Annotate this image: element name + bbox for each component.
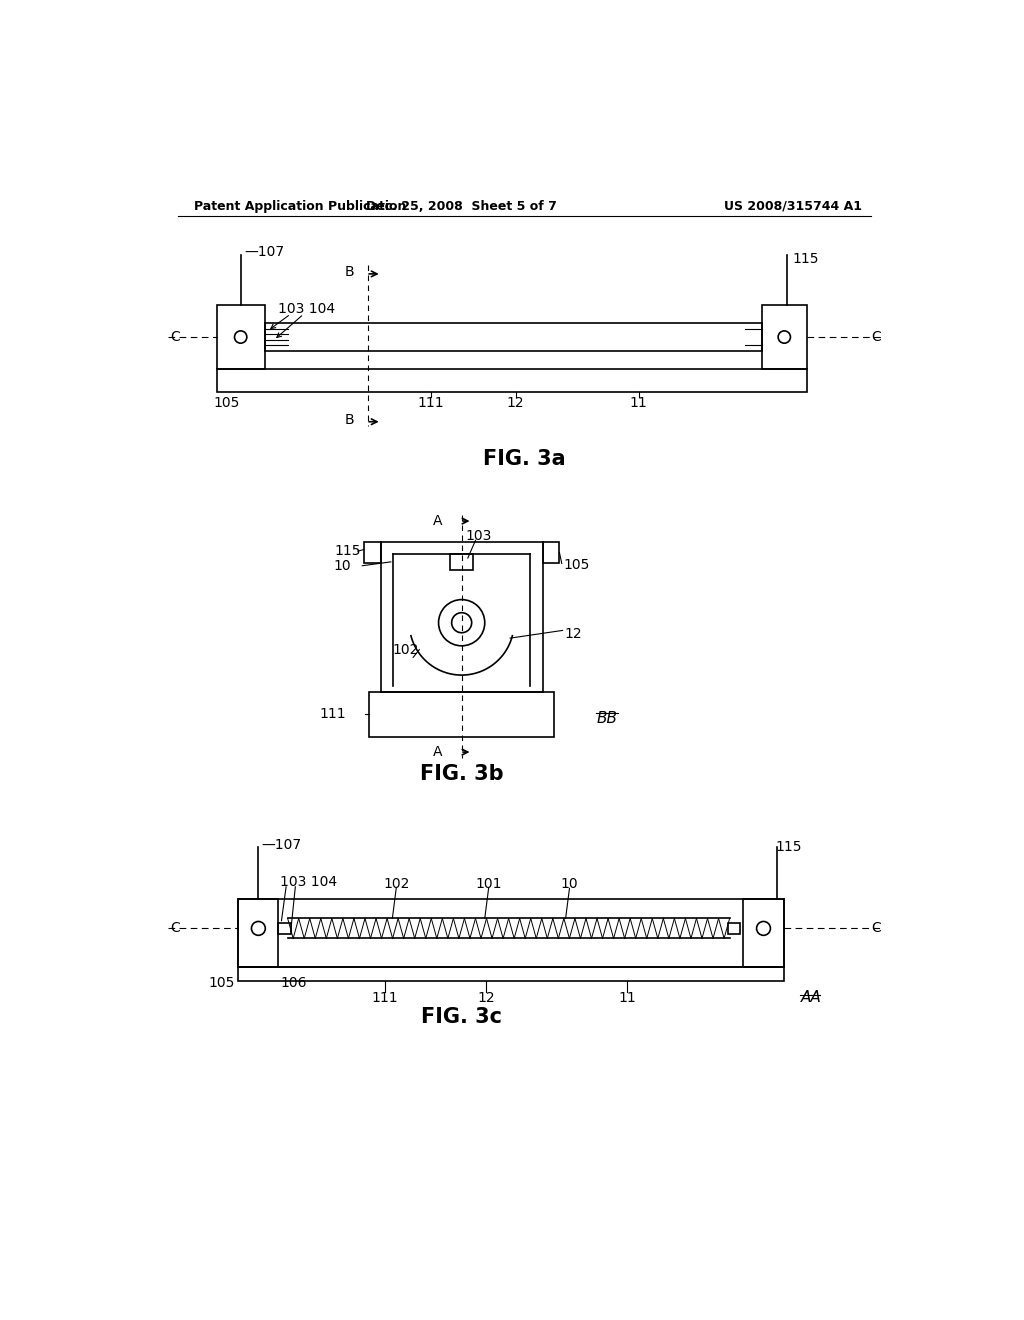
Text: 115: 115 bbox=[776, 840, 803, 854]
Text: 10: 10 bbox=[561, 876, 579, 891]
Text: 111: 111 bbox=[372, 991, 398, 1005]
Text: C: C bbox=[171, 921, 180, 936]
Text: Dec. 25, 2008  Sheet 5 of 7: Dec. 25, 2008 Sheet 5 of 7 bbox=[367, 199, 557, 213]
Text: 105: 105 bbox=[213, 396, 240, 411]
Text: 103: 103 bbox=[466, 529, 492, 543]
Text: AA: AA bbox=[801, 990, 821, 1006]
Text: 10: 10 bbox=[333, 558, 351, 573]
Text: 111: 111 bbox=[319, 708, 346, 721]
Text: B: B bbox=[344, 265, 354, 280]
Bar bbox=[543, 543, 559, 564]
Text: 115: 115 bbox=[335, 544, 361, 558]
Text: BB: BB bbox=[596, 710, 617, 726]
Text: C: C bbox=[871, 921, 881, 936]
Text: A: A bbox=[433, 744, 442, 759]
Text: 105: 105 bbox=[563, 558, 590, 572]
Text: 11: 11 bbox=[618, 991, 636, 1005]
Text: C: C bbox=[871, 330, 881, 345]
Text: 106: 106 bbox=[280, 977, 306, 990]
Text: 12: 12 bbox=[564, 627, 582, 642]
Text: A: A bbox=[433, 513, 442, 528]
Text: 12: 12 bbox=[507, 396, 524, 411]
Text: 103 104: 103 104 bbox=[279, 302, 336, 317]
Text: US 2008/315744 A1: US 2008/315744 A1 bbox=[724, 199, 862, 213]
Text: 12: 12 bbox=[477, 991, 496, 1005]
Bar bbox=[264, 323, 762, 351]
Text: 102: 102 bbox=[383, 876, 410, 891]
Text: 102: 102 bbox=[392, 643, 419, 656]
Bar bbox=[370, 692, 554, 737]
Text: 11: 11 bbox=[630, 396, 647, 411]
Text: FIG. 3a: FIG. 3a bbox=[483, 449, 566, 469]
Text: 105: 105 bbox=[209, 977, 236, 990]
Bar bbox=[279, 923, 291, 933]
Text: —107: —107 bbox=[261, 838, 302, 853]
Text: FIG. 3b: FIG. 3b bbox=[420, 764, 504, 784]
Bar bbox=[728, 923, 740, 933]
Bar bbox=[217, 305, 264, 370]
Bar bbox=[451, 554, 473, 570]
Text: C: C bbox=[171, 330, 180, 345]
Bar bbox=[239, 899, 783, 966]
Bar bbox=[743, 899, 783, 966]
Text: 115: 115 bbox=[793, 252, 819, 265]
Text: Patent Application Publication: Patent Application Publication bbox=[194, 199, 407, 213]
Text: B: B bbox=[344, 413, 354, 428]
Text: —107: —107 bbox=[245, 246, 285, 259]
Bar bbox=[239, 966, 783, 981]
Bar bbox=[217, 370, 807, 392]
Bar bbox=[762, 305, 807, 370]
Bar bbox=[364, 543, 381, 564]
Text: 103 104: 103 104 bbox=[280, 875, 337, 890]
Text: 111: 111 bbox=[418, 396, 444, 411]
Text: 101: 101 bbox=[475, 876, 502, 891]
Text: FIG. 3c: FIG. 3c bbox=[421, 1007, 502, 1027]
Bar bbox=[239, 899, 279, 966]
